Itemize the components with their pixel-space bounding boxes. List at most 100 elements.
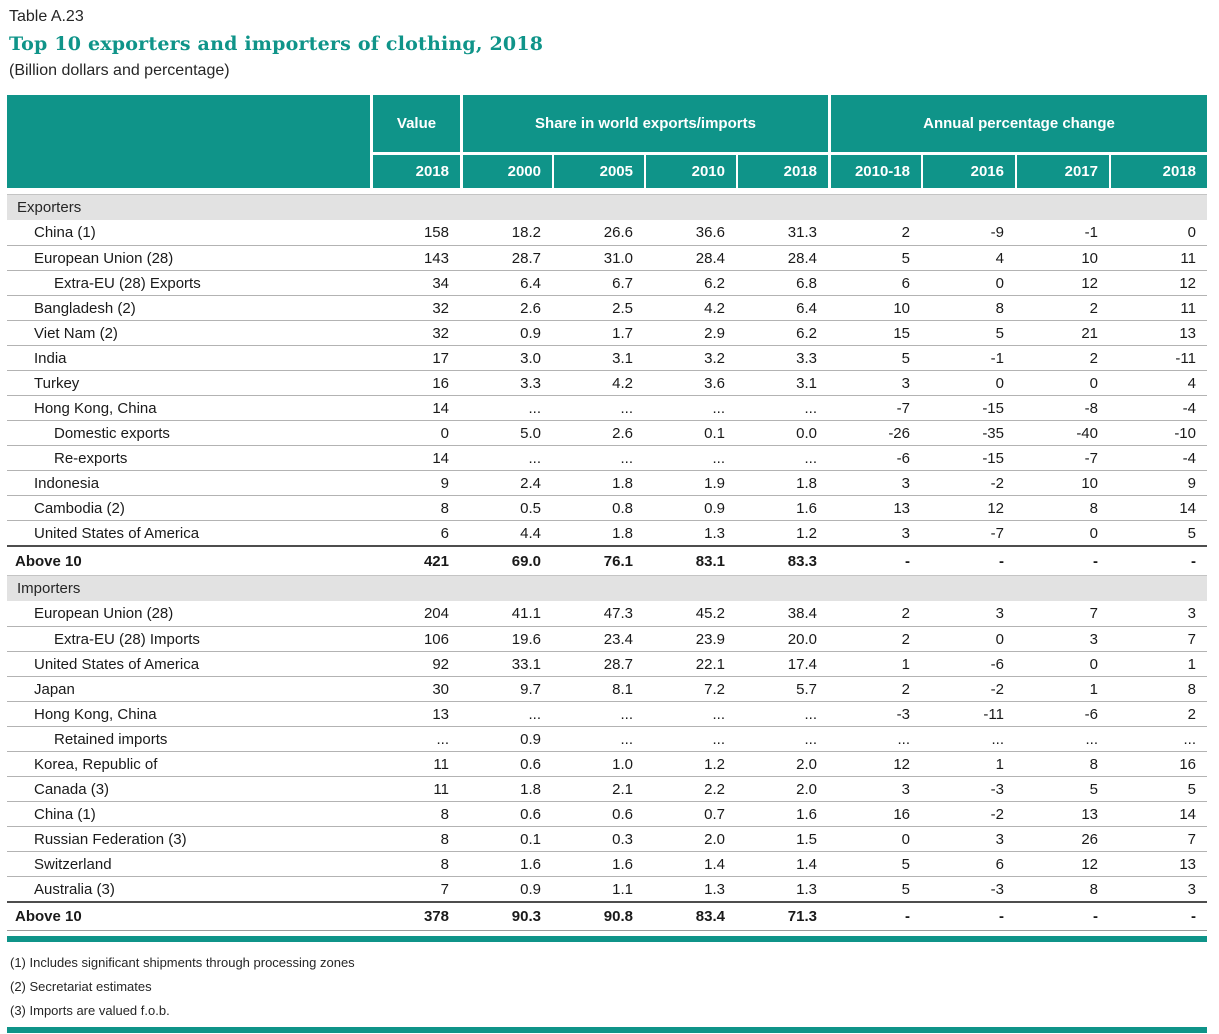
cell-share-2018: ... [804,449,817,467]
cell-annual-2017: - [1093,552,1098,570]
row-label: Bangladesh (2) [34,299,136,317]
cell-share-2010: 7.2 [704,680,725,698]
table-row: China (1) 8 0.6 0.6 0.7 1.6 16 -2 13 14 [7,801,1207,826]
cell-annual-2017: -40 [1076,424,1098,442]
cell-share-2000: 33.1 [511,655,541,673]
cell-share-2005: 28.7 [603,655,633,673]
table-row: Re-exports 14 ... ... ... ... -6 -15 -7 … [7,445,1207,470]
cell-share-2000: 5.0 [520,424,541,442]
cell-value-2018: 11 [433,755,449,773]
cell-value-2018: 11 [433,780,449,798]
table-row: Canada (3) 11 1.8 2.1 2.2 2.0 3 -3 5 5 [7,776,1207,801]
cell-share-2010: 45.2 [695,605,725,622]
cell-annual-2016: -7 [990,524,1004,542]
cell-annual-2010-18: 2 [901,630,910,648]
cell-annual-2010-18: 10 [893,299,910,317]
cell-share-2000: 28.7 [511,249,541,267]
cell-share-2010: ... [712,705,725,723]
cell-share-2000: 41.1 [511,605,541,622]
header-year-share-2005: 2005 [552,152,644,188]
cell-share-2000: 4.4 [520,524,541,542]
section-label: Exporters [17,199,82,216]
cell-share-2018: 38.4 [787,605,817,622]
cell-share-2005: 6.7 [612,274,633,292]
cell-annual-2017: 0 [1089,655,1098,673]
header-year-annual-2016: 2016 [921,152,1015,188]
cell-annual-2016: 0 [995,630,1004,648]
cell-annual-2017: 3 [1089,630,1098,648]
cell-share-2010: 0.1 [704,424,725,442]
section-band: Importers [7,575,1207,601]
table-row: China (1) 158 18.2 26.6 36.6 31.3 2 -9 -… [7,220,1207,245]
cell-share-2000: 0.1 [520,830,541,848]
cell-share-2005: ... [620,705,633,723]
cell-share-2010: 6.2 [704,274,725,292]
row-label: Korea, Republic of [34,755,158,773]
cell-share-2018: 6.4 [796,299,817,317]
cell-annual-2018: 11 [1180,249,1196,267]
cell-value-2018: 378 [423,908,449,925]
cell-annual-2018: 13 [1179,324,1196,342]
cell-annual-2010-18: 5 [901,855,910,873]
cell-annual-2018: 13 [1179,855,1196,873]
cell-annual-2010-18: -6 [896,449,910,467]
cell-share-2005: 0.6 [612,805,633,823]
table-body: Exporters China (1) 158 18.2 26.6 36.6 3… [7,194,1207,931]
table-row: Bangladesh (2) 32 2.6 2.5 4.2 6.4 10 8 2… [7,295,1207,320]
table-row: United States of America 6 4.4 1.8 1.3 1… [7,520,1207,545]
table-row: India 17 3.0 3.1 3.2 3.3 5 -1 2 -11 [7,345,1207,370]
cell-share-2000: 2.6 [520,299,541,317]
table-row: Switzerland 8 1.6 1.6 1.4 1.4 5 6 12 13 [7,851,1207,876]
cell-share-2010: 22.1 [695,655,725,673]
cell-annual-2010-18: - [905,908,910,925]
section-band: Exporters [7,194,1207,220]
row-label: United States of America [34,524,200,542]
cell-annual-2016: -15 [982,449,1004,467]
page-subtitle: (Billion dollars and percentage) [9,62,230,79]
cell-share-2005: 76.1 [603,552,633,570]
cell-value-2018: 0 [440,424,449,442]
cell-share-2000: 2.4 [520,474,541,492]
header-empty-cell [7,95,370,188]
cell-annual-2018: -11 [1175,349,1196,367]
cell-annual-2010-18: 12 [893,755,910,773]
header-year-share-2018: 2018 [736,152,828,188]
cell-annual-2018: 4 [1187,374,1196,392]
cell-annual-2010-18: 16 [893,805,910,823]
cell-annual-2018: - [1191,908,1196,925]
cell-annual-2017: 7 [1089,605,1098,622]
cell-annual-2016: -3 [990,880,1004,898]
cell-value-2018: 8 [440,805,449,823]
cell-share-2018: 1.2 [796,524,817,542]
cell-annual-2016: - [999,552,1004,570]
cell-value-2018: 204 [423,605,449,622]
cell-annual-2010-18: 2 [901,224,910,241]
table-row: United States of America 92 33.1 28.7 22… [7,651,1207,676]
cell-annual-2018: 11 [1180,299,1196,317]
cell-annual-2016: -2 [990,805,1004,823]
cell-annual-2016: -2 [990,680,1004,698]
cell-share-2010: 23.9 [695,630,725,648]
table-row: Viet Nam (2) 32 0.9 1.7 2.9 6.2 15 5 21 … [7,320,1207,345]
cell-share-2000: ... [528,449,541,467]
cell-value-2018: ... [436,730,449,748]
row-label: European Union (28) [34,605,174,622]
cell-share-2000: 0.5 [520,499,541,517]
cell-share-2018: ... [804,399,817,417]
cell-annual-2017: -6 [1084,705,1098,723]
cell-annual-2016: 3 [995,605,1004,622]
cell-share-2005: 47.3 [603,605,633,622]
cell-annual-2016: -15 [982,399,1004,417]
cell-share-2010: 3.2 [704,349,725,367]
cell-share-2005: ... [620,399,633,417]
cell-value-2018: 16 [432,374,449,392]
cell-share-2018: 0.0 [796,424,817,442]
cell-share-2018: ... [804,730,817,748]
cell-share-2010: 0.9 [704,499,725,517]
cell-share-2000: 3.3 [520,374,541,392]
cell-value-2018: 9 [440,474,449,492]
cell-share-2010: 1.9 [704,474,725,492]
table-number: Table A.23 [9,8,84,25]
data-table: Value Share in world exports/imports Ann… [7,95,1207,931]
